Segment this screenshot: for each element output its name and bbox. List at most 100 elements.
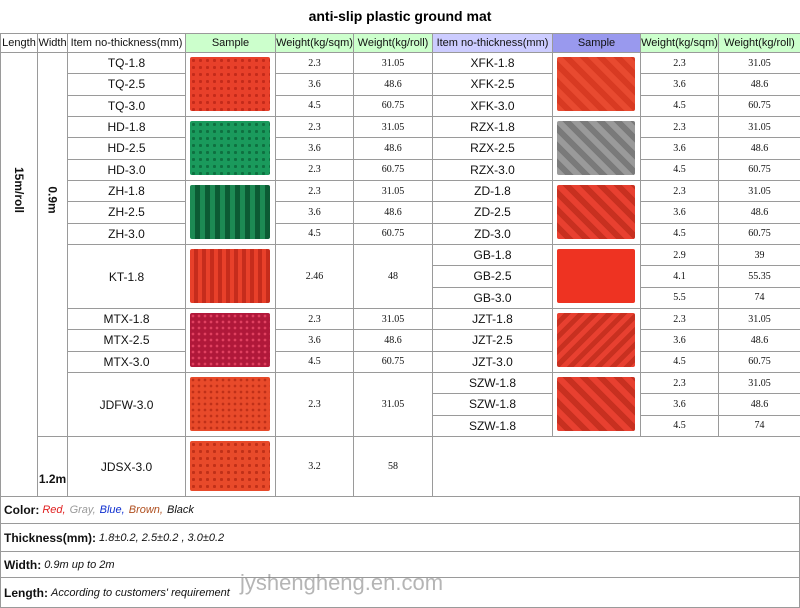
item-cell: KT-1.8 <box>67 244 186 309</box>
weight-roll: 31.05 <box>353 308 433 331</box>
weight-sqm: 3.6 <box>640 393 719 416</box>
weight-roll: 31.05 <box>718 52 800 75</box>
footer-value: Black <box>166 504 194 516</box>
weight-sqm: 3.2 <box>275 436 354 497</box>
weight-roll: 58 <box>353 436 433 497</box>
weight-sqm: 2.3 <box>275 180 354 203</box>
item-cell: XFK-1.8 <box>432 52 553 75</box>
weight-roll: 48.6 <box>353 73 433 96</box>
item-cell: ZD-1.8 <box>432 180 553 203</box>
item-cell: JZT-3.0 <box>432 350 553 373</box>
weight-sqm: 2.3 <box>275 308 354 331</box>
footer-label: Color: <box>4 503 40 517</box>
sample-image <box>190 377 270 431</box>
item-cell: JZT-1.8 <box>432 308 553 331</box>
footer-value: Brown, <box>128 504 163 516</box>
weight-sqm: 2.3 <box>275 372 354 437</box>
weight-sqm: 4.5 <box>275 94 354 117</box>
weight-sqm: 2.3 <box>640 180 719 203</box>
weight-roll: 31.05 <box>718 180 800 203</box>
weight-roll: 60.75 <box>353 222 433 245</box>
item-cell: HD-1.8 <box>67 116 186 139</box>
column-header: Weight(kg/roll) <box>718 33 800 53</box>
footer-value: Red, <box>42 504 66 516</box>
item-cell: SZW-1.8 <box>432 393 553 416</box>
sample-image <box>557 121 635 175</box>
weight-sqm: 3.6 <box>640 73 719 96</box>
footer-value: According to customers' requirement <box>51 586 230 599</box>
weight-sqm: 2.3 <box>640 52 719 75</box>
item-cell: ZH-3.0 <box>67 222 186 245</box>
item-cell: RZX-3.0 <box>432 158 553 181</box>
sample-image <box>557 377 635 431</box>
width-cell: 1.2m <box>37 436 68 497</box>
item-cell: RZX-1.8 <box>432 116 553 139</box>
item-cell: GB-1.8 <box>432 244 553 267</box>
weight-roll: 39 <box>718 244 800 267</box>
item-cell: GB-3.0 <box>432 286 553 309</box>
weight-sqm: 3.6 <box>275 201 354 224</box>
sample-image <box>190 121 270 175</box>
weight-sqm: 2.3 <box>640 116 719 139</box>
weight-roll: 48.6 <box>353 137 433 160</box>
item-cell: ZD-3.0 <box>432 222 553 245</box>
weight-roll: 48.6 <box>718 393 800 416</box>
sample-image <box>557 249 635 303</box>
weight-roll: 31.05 <box>353 116 433 139</box>
column-header: Sample <box>185 33 276 53</box>
weight-sqm: 5.5 <box>640 286 719 309</box>
weight-roll: 31.05 <box>353 372 433 437</box>
item-cell: ZH-1.8 <box>67 180 186 203</box>
column-header: Item no-thickness(mm) <box>67 33 186 53</box>
weight-roll: 31.05 <box>353 52 433 75</box>
item-cell: TQ-1.8 <box>67 52 186 75</box>
watermark: jyshengheng.en.com <box>240 570 444 595</box>
weight-roll: 74 <box>718 414 800 437</box>
column-header: Weight(kg/sqm) <box>275 33 354 53</box>
weight-roll: 31.05 <box>718 116 800 139</box>
weight-sqm: 3.6 <box>275 73 354 96</box>
weight-roll: 48.6 <box>718 201 800 224</box>
footer-value: Gray, <box>69 504 96 516</box>
footer-label: Thickness(mm): <box>4 530 97 545</box>
weight-sqm: 4.5 <box>640 94 719 117</box>
column-header: Weight(kg/sqm) <box>640 33 719 53</box>
footer-value: 1.8±0.2, 2.5±0.2 , 3.0±0.2 <box>99 531 225 544</box>
weight-sqm: 4.5 <box>640 222 719 245</box>
weight-sqm: 4.5 <box>275 222 354 245</box>
length-cell: 15m/roll <box>0 52 38 497</box>
width-cell: 0.9m <box>37 52 68 437</box>
item-cell: XFK-2.5 <box>432 73 553 96</box>
sample-image <box>190 249 270 303</box>
weight-sqm: 3.6 <box>640 329 719 352</box>
weight-sqm: 2.3 <box>275 116 354 139</box>
footer-value: Blue, <box>99 504 125 516</box>
sample-image <box>557 313 635 367</box>
weight-sqm: 2.3 <box>275 158 354 181</box>
item-cell: SZW-1.8 <box>432 372 553 395</box>
footer-label: Width: <box>4 557 42 572</box>
weight-roll: 60.75 <box>353 158 433 181</box>
column-header: Item no-thickness(mm) <box>432 33 553 53</box>
column-header: Width <box>37 33 68 53</box>
weight-roll: 55.35 <box>718 265 800 288</box>
weight-roll: 74 <box>718 286 800 309</box>
weight-roll: 48 <box>353 244 433 309</box>
sample-image <box>557 57 635 111</box>
item-cell: ZD-2.5 <box>432 201 553 224</box>
weight-roll: 31.05 <box>718 308 800 331</box>
column-header: Sample <box>552 33 641 53</box>
item-cell: ZH-2.5 <box>67 201 186 224</box>
item-cell: JZT-2.5 <box>432 329 553 352</box>
item-cell: RZX-2.5 <box>432 137 553 160</box>
weight-roll: 60.75 <box>718 94 800 117</box>
column-header: Length <box>0 33 38 53</box>
weight-roll: 60.75 <box>718 350 800 373</box>
title: anti-slip plastic ground mat <box>308 8 492 24</box>
weight-sqm: 3.6 <box>275 329 354 352</box>
weight-sqm: 3.6 <box>640 201 719 224</box>
weight-roll: 48.6 <box>353 329 433 352</box>
weight-sqm: 2.3 <box>640 308 719 331</box>
weight-roll: 31.05 <box>353 180 433 203</box>
